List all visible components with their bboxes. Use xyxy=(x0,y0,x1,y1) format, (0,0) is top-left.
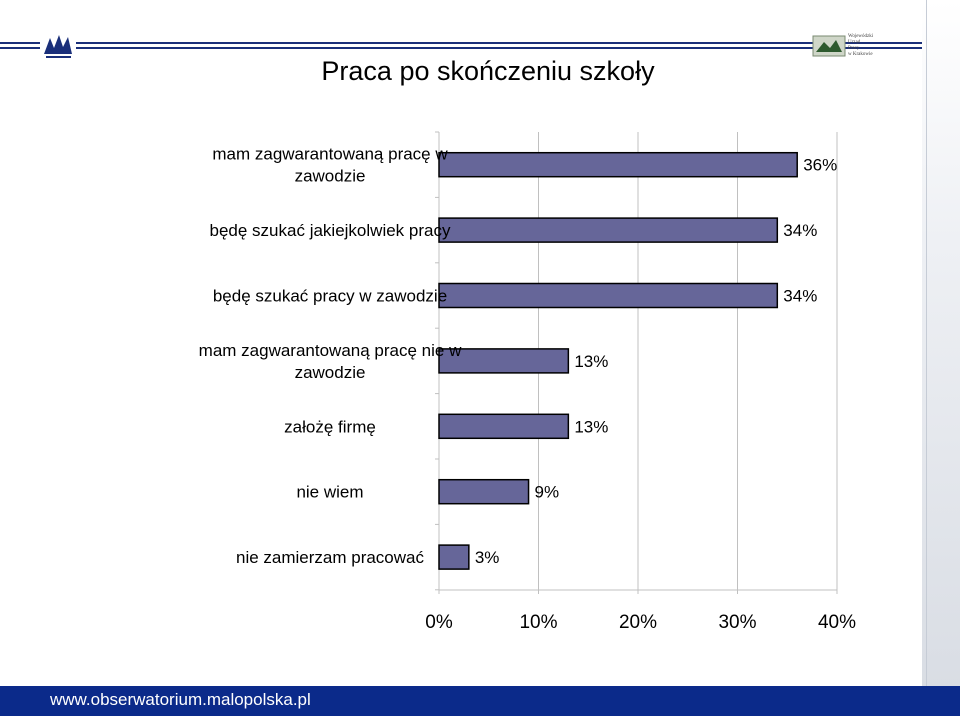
category-label: będę szukać jakiejkolwiek pracy xyxy=(210,221,451,240)
bar xyxy=(438,217,779,243)
bar xyxy=(438,544,470,570)
decorative-side-strip xyxy=(922,0,960,690)
bar-value-label: 3% xyxy=(475,548,500,567)
category-label: nie zamierzam pracować xyxy=(236,548,425,567)
bar-value-label: 36% xyxy=(803,156,837,175)
bar-value-label: 13% xyxy=(574,352,608,371)
category-label: mam zagwarantowaną pracę w xyxy=(212,145,448,164)
category-label: zawodzie xyxy=(295,363,366,382)
observatory-logo-icon xyxy=(40,30,76,60)
wup-logo-icon xyxy=(812,35,846,57)
decorative-side-line xyxy=(926,0,927,690)
x-tick-label: 0% xyxy=(425,612,453,633)
category-label: założę firmę xyxy=(284,417,376,436)
x-tick-label: 10% xyxy=(519,612,557,633)
x-tick-label: 40% xyxy=(818,612,856,633)
footer-url[interactable]: www.obserwatorium.malopolska.pl xyxy=(50,690,311,709)
x-tick-label: 20% xyxy=(619,612,657,633)
bar xyxy=(438,282,779,309)
bar xyxy=(438,151,798,178)
header-rule-top xyxy=(0,42,922,44)
category-label: mam zagwarantowaną pracę nie w xyxy=(199,341,462,360)
bar-value-label: 34% xyxy=(783,287,817,306)
footer-bar: www.obserwatorium.malopolska.pl xyxy=(0,686,960,716)
page-title: Praca po skończeniu szkoły xyxy=(321,56,655,86)
bar xyxy=(438,413,570,440)
header-rule-bottom xyxy=(0,47,922,49)
category-label: zawodzie xyxy=(295,167,366,186)
x-tick-label: 30% xyxy=(718,612,756,633)
wup-krakow-logo: Wojewódzki Urząd Pracy w Krakowie xyxy=(812,32,882,64)
bar xyxy=(438,348,570,374)
wup-logo-text: Wojewódzki Urząd Pracy w Krakowie xyxy=(848,34,874,57)
bar-value-label: 13% xyxy=(574,417,608,436)
category-label: nie wiem xyxy=(296,483,363,502)
bar-value-label: 34% xyxy=(783,221,817,240)
bar xyxy=(438,478,530,505)
bar-value-label: 9% xyxy=(535,483,560,502)
category-label: będę szukać pracy w zawodzie xyxy=(213,287,447,306)
